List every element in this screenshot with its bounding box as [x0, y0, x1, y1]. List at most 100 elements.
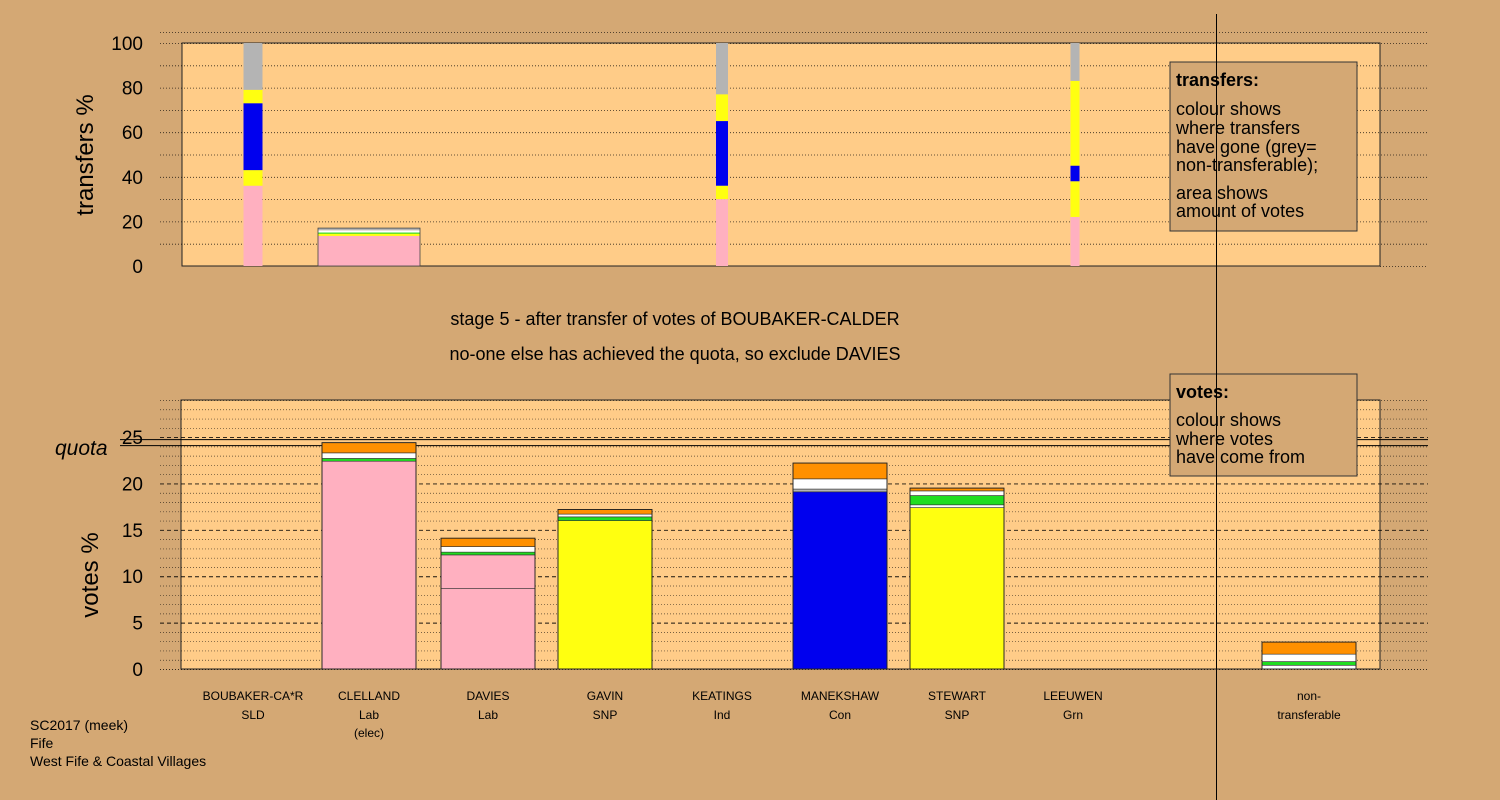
candidate-name-label: MANEKSHAW: [801, 689, 880, 703]
candidate-name-label: BOUBAKER-CA*R: [203, 689, 304, 703]
candidate-name-label: GAVIN: [587, 689, 623, 703]
transfers-tick-label: 80: [122, 79, 143, 100]
vote-segment-pink: [440, 554, 536, 589]
transfers-legend-line: have gone (grey=: [1176, 137, 1317, 157]
votes-legend-line: where votes: [1175, 429, 1273, 449]
vote-bar-outline: [321, 442, 417, 670]
transfers-axis-label: transfers %: [72, 94, 99, 215]
vote-bar-non-: [1261, 641, 1357, 670]
transfers-legend-box: [1169, 61, 1358, 232]
vote-segment-green: [321, 458, 417, 462]
vote-bar-manekshaw: [792, 462, 888, 670]
vote-segment-green: [557, 516, 653, 521]
transfers-legend-line: area shows: [1176, 183, 1268, 203]
vote-segment-white: [792, 478, 888, 490]
vote-bar-davies: [440, 537, 536, 670]
transfers-legend-line: amount of votes: [1176, 201, 1304, 221]
vote-segment-green: [1261, 661, 1357, 666]
votes-legend-line: colour shows: [1176, 410, 1281, 430]
transfer-segment-pink: [243, 185, 263, 266]
candidate-party-label: SNP: [945, 708, 970, 722]
vote-bar-clelland: [321, 442, 417, 670]
transfers-legend-line: non-transferable);: [1176, 155, 1318, 175]
votes-legend-title: votes:: [1176, 382, 1229, 402]
footer-council: Fife: [30, 735, 54, 751]
vote-segment-white: [909, 504, 1005, 508]
votes-tick-label: 20: [122, 474, 143, 495]
vote-segment-pink: [440, 587, 536, 670]
candidate-party-label: Lab: [478, 708, 498, 722]
transfer-segment-blue: [1070, 165, 1080, 182]
vote-bar-outline: [1261, 641, 1357, 670]
transfer-segment-grey: [1070, 43, 1080, 81]
votes-tick-label: 10: [122, 567, 143, 588]
candidate-party-label: SNP: [593, 708, 618, 722]
transfers-legend-title: transfers:: [1176, 70, 1259, 90]
transfer-column-non-transferable: [1070, 43, 1080, 266]
vote-segment-orange: [792, 462, 888, 480]
transfer-segment-yellow: [1070, 80, 1080, 166]
candidate-party-label: SLD: [241, 708, 265, 722]
stage-headline: stage 5 - after transfer of votes of BOU…: [450, 309, 900, 329]
candidate-name-label: LEEUWEN: [1043, 689, 1102, 703]
candidate-name-label: STEWART: [928, 689, 987, 703]
vote-bar-outline: [440, 537, 536, 670]
footer-election: SC2017 (meek): [30, 717, 129, 733]
vote-segment-orange: [321, 442, 417, 454]
vote-segment-orange: [557, 509, 653, 515]
candidate-note-label: (elec): [354, 726, 384, 740]
vote-bar-gavin: [557, 509, 653, 670]
vote-bar-outline: [792, 462, 888, 670]
transfers-tick-label: 60: [122, 123, 143, 144]
transfer-column-manekshaw: [716, 43, 728, 266]
vote-segment-orange: [1261, 641, 1357, 655]
vote-bar-outline: [909, 487, 1005, 670]
votes-tick-label: 5: [132, 614, 143, 635]
transfer-segment-yellow: [716, 94, 728, 122]
vote-segment-green: [909, 495, 1005, 506]
vote-segment-white: [1261, 664, 1357, 670]
transfers-tick-label: 100: [111, 34, 143, 55]
transfer-segment-blue: [243, 103, 263, 171]
votes-legend-line: have come from: [1176, 447, 1305, 467]
vote-segment-white: [1261, 653, 1357, 662]
candidate-party-label: Ind: [714, 708, 731, 722]
candidate-name-label: non-: [1297, 689, 1321, 703]
candidate-name-label: DAVIES: [466, 689, 509, 703]
vote-segment-grey: [792, 488, 888, 493]
transfer-segment-white: [318, 230, 420, 233]
exclusion-headline: no-one else has achieved the quota, so e…: [449, 344, 901, 364]
transfer-segment-yellow: [1070, 181, 1080, 217]
transfer-segment-blue: [716, 121, 728, 186]
votes-axis-label: votes %: [77, 532, 104, 617]
vote-segment-green: [440, 551, 536, 556]
vote-segment-white: [909, 490, 1005, 496]
transfer-segment-grey: [243, 43, 263, 90]
transfer-segment-yellow: [243, 170, 263, 186]
transfer-segment-grey: [716, 43, 728, 95]
vote-segment-white: [321, 452, 417, 459]
candidate-party-label: Grn: [1063, 708, 1083, 722]
vote-segment-blue: [792, 491, 888, 670]
quota-label: quota: [55, 437, 108, 460]
footer-ward: West Fife & Coastal Villages: [30, 753, 207, 769]
votes-tick-label: 25: [122, 428, 143, 449]
votes-legend-box: [1169, 373, 1358, 477]
candidate-party-label: Lab: [359, 708, 379, 722]
transfer-segment-yellow: [716, 185, 728, 200]
transfers-legend-line: colour shows: [1176, 99, 1281, 119]
transfers-tick-label: 0: [132, 257, 143, 278]
transfer-segment-yellow: [243, 89, 263, 104]
vote-segment-white: [440, 546, 536, 553]
vote-segment-yellow: [909, 507, 1005, 670]
transfers-legend-line: where transfers: [1175, 118, 1300, 138]
transfer-segment-pink: [318, 235, 420, 266]
candidate-name-label: CLELLAND: [338, 689, 400, 703]
vote-bar-stewart: [909, 487, 1005, 670]
candidate-name-label: KEATINGS: [692, 689, 752, 703]
transfers-tick-label: 40: [122, 168, 143, 189]
votes-tick-label: 0: [132, 660, 143, 681]
candidate-party-label: transferable: [1277, 708, 1341, 722]
transfer-segment-green: [318, 232, 420, 234]
